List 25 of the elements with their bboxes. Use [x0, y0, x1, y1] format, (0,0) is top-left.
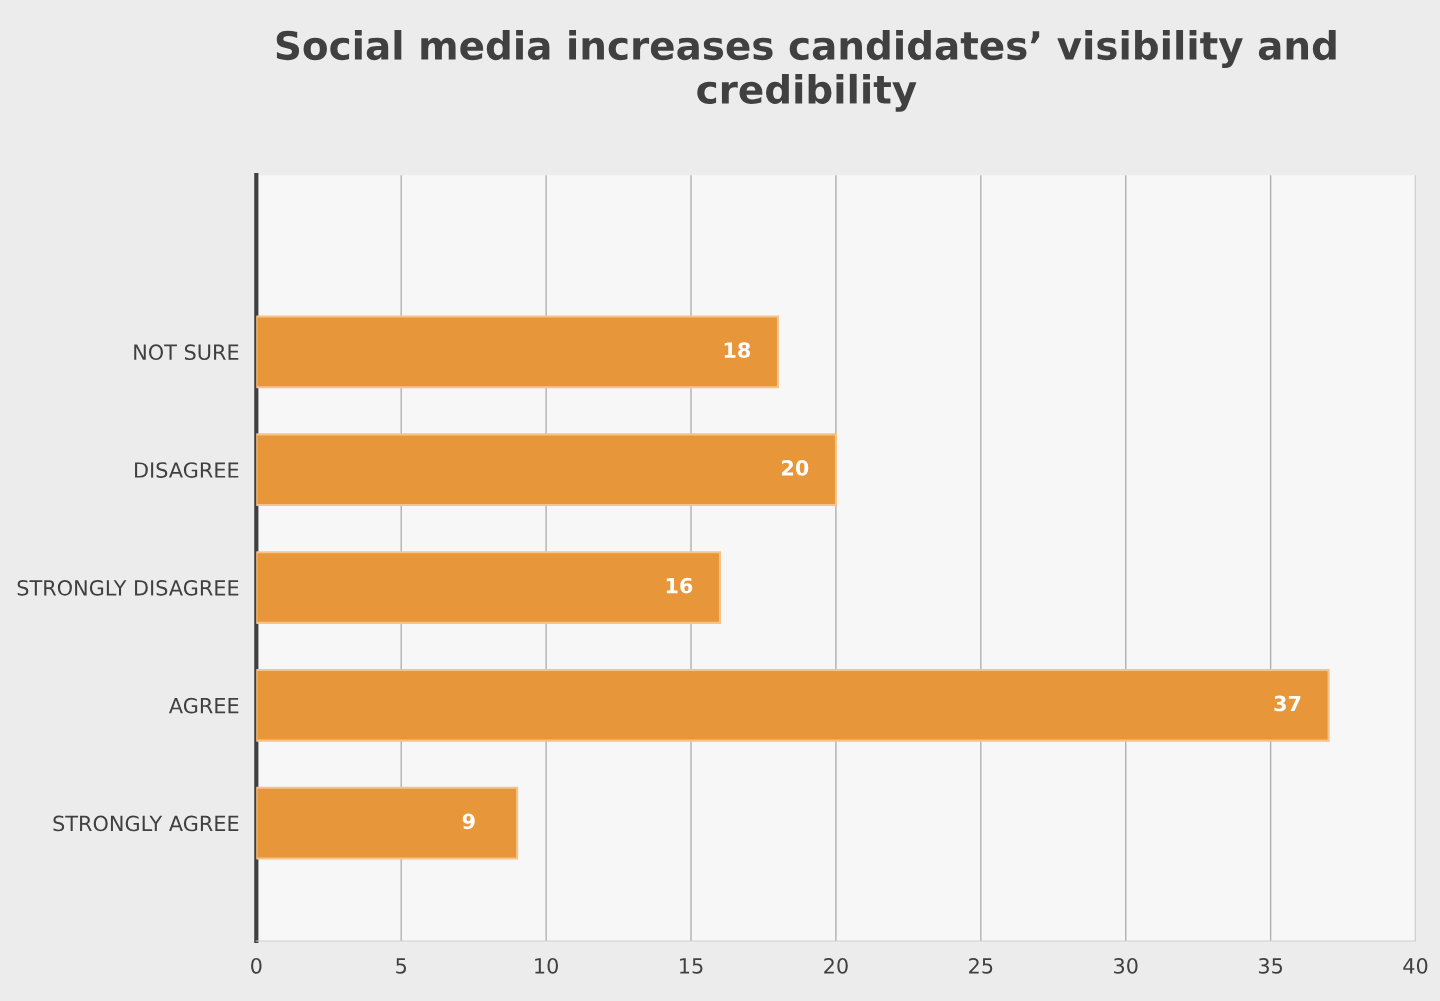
y-tick-label: STRONGLY DISAGREE	[17, 579, 239, 596]
y-tick-label: STRONGLY AGREE	[53, 815, 239, 832]
chart-title: Social media increases candidates’ visibility and credibility	[276, 30, 1336, 112]
y-tick-label: AGREE	[168, 697, 239, 714]
bar	[256, 551, 722, 624]
x-tick-label: 30	[1114, 957, 1138, 974]
x-tick-label: 40	[1403, 957, 1428, 974]
data-label: 37	[1274, 695, 1301, 712]
bar	[256, 433, 837, 507]
y-tick-label: NOT SURE	[134, 344, 239, 361]
bar	[256, 668, 1330, 742]
data-label: 20	[782, 459, 809, 476]
x-tick-label: 15	[680, 958, 703, 974]
x-tick-label: 20	[824, 957, 848, 974]
data-label: 9	[462, 813, 475, 830]
x-tick-label: 25	[969, 957, 993, 974]
data-label: 16	[666, 577, 693, 594]
x-tick-label: 0	[251, 957, 262, 974]
bar	[256, 786, 519, 860]
y-tick-label: DISAGREE	[135, 462, 239, 478]
x-tick-label: 35	[1258, 957, 1283, 974]
bar	[256, 315, 779, 389]
x-tick-label: 10	[535, 957, 558, 974]
data-label: 18	[724, 342, 751, 358]
x-tick-label: 5	[396, 958, 407, 974]
